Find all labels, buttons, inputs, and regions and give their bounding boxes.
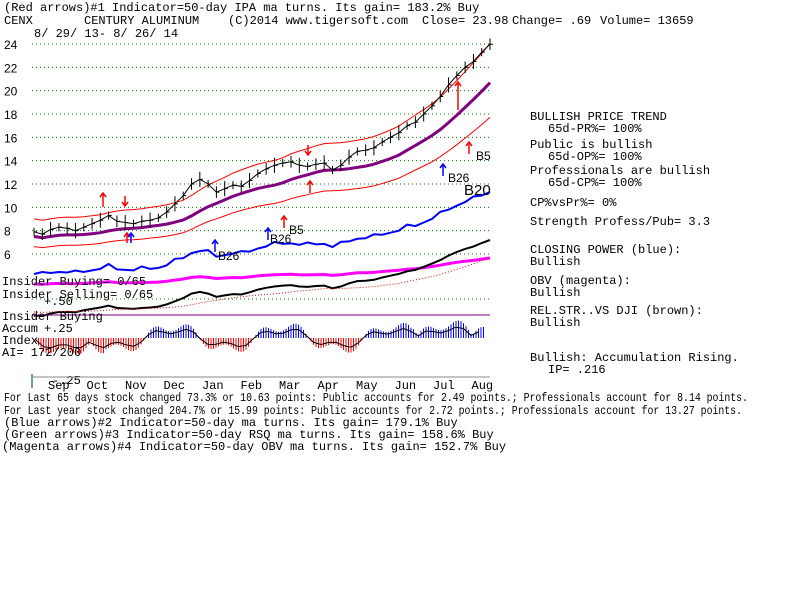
- footer-line-year: For Last year stock changed 204.7% or 15…: [4, 404, 742, 418]
- y-tick-label: 10: [4, 201, 18, 215]
- lower-band-line: [33, 117, 491, 249]
- moving-average-line: [33, 81, 492, 240]
- pr-pct: 65d-PR%= 100%: [548, 122, 642, 136]
- insider-buying: Insider Buying= 0/65: [2, 275, 146, 289]
- y-tick-label: 20: [4, 85, 18, 99]
- closing-power-value: Bullish: [530, 255, 580, 269]
- public-bullish: Public is bullish: [530, 138, 652, 152]
- footer-line-green: (Green arrows)#3 Indicator=50-day RSQ ma…: [4, 428, 494, 442]
- month-label: Aug: [472, 379, 494, 393]
- ticker: CENX: [4, 14, 33, 28]
- month-axis: Sep Oct Nov Dec Jan Feb Mar Apr May Jun Jul Aug: [31, 374, 494, 393]
- up-arrow: [306, 179, 314, 193]
- relstr-label: REL.STR..VS DJI (brown):: [530, 304, 703, 318]
- y-tick-label: 12: [4, 178, 18, 192]
- y-tick-label: 14: [4, 155, 18, 169]
- insider-selling: Insider Selling= 0/65: [2, 288, 153, 302]
- month-label: Mar: [279, 379, 301, 393]
- copyright: (C)2014 www.tigersoft.com: [228, 14, 408, 28]
- cp-pct: 65d-CP%= 100%: [548, 176, 642, 190]
- signal-arrows: [99, 80, 473, 252]
- index-label: Index: [2, 334, 38, 348]
- company-name: CENTURY ALUMINUM: [84, 14, 199, 28]
- up-arrow: [264, 226, 272, 240]
- up-arrow: [454, 80, 462, 110]
- y-tick-labels: 6 8 10 12 14 16 18 20 22 24: [4, 38, 18, 262]
- close-value: Close= 23.98: [422, 14, 508, 28]
- obv-line: [33, 256, 491, 286]
- accum-plus50-label: +.50: [44, 295, 73, 309]
- y-tick-label: 8: [4, 225, 11, 239]
- cp-vs-pr: CP%vsPr%= 0%: [530, 196, 617, 210]
- month-label: Nov: [125, 379, 147, 393]
- closing-power-line: [33, 191, 491, 275]
- up-arrow: [99, 191, 107, 207]
- accumulation-ma-line: [35, 326, 479, 349]
- annotation-b26: B26: [448, 171, 470, 185]
- y-tick-label: 6: [4, 248, 11, 262]
- y-tick-label: 16: [4, 131, 18, 145]
- month-label: Apr: [318, 379, 340, 393]
- bullish-price-trend: BULLISH PRICE TREND: [530, 110, 667, 124]
- footer-line-magenta: (Magenta arrows)#4 Indicator=50-day OBV …: [2, 440, 506, 454]
- closing-power-label: CLOSING POWER (blue):: [530, 243, 681, 257]
- obv-label: OBV (magenta):: [530, 274, 631, 288]
- footer-line-65days: For Last 65 days stock changed 73.3% or …: [4, 391, 748, 405]
- annotation-b20: B20: [464, 182, 491, 199]
- month-label: Sep: [48, 379, 70, 393]
- month-label: Jan: [202, 379, 224, 393]
- relative-strength-line: [33, 239, 491, 317]
- footer-line-blue: (Blue arrows)#2 Indicator=50-day ma turn…: [4, 416, 458, 430]
- up-arrow: [465, 140, 473, 154]
- down-arrow: [304, 145, 312, 157]
- obv-value: Bullish: [530, 286, 580, 300]
- change-value: Change= .69: [512, 14, 591, 28]
- date-range: 8/ 29/ 13- 8/ 26/ 14: [34, 27, 178, 41]
- insider-buying-label: Insider Buying: [2, 310, 103, 324]
- month-label: Dec: [164, 379, 186, 393]
- annotation-b26: B26: [270, 232, 292, 246]
- price-line: [33, 43, 491, 235]
- y-tick-label: 22: [4, 61, 18, 75]
- month-label: Feb: [241, 379, 263, 393]
- relstr-value: Bullish: [530, 316, 580, 330]
- y-tick-label: 18: [4, 108, 18, 122]
- month-label: Oct: [87, 379, 109, 393]
- price-grid: [32, 43, 490, 255]
- op-pct: 65d-OP%= 100%: [548, 150, 642, 164]
- month-label: Jun: [395, 379, 417, 393]
- accum-label: Accum: [2, 322, 38, 336]
- up-arrow: [439, 162, 447, 176]
- down-arrow: [121, 196, 129, 208]
- strength-ratio: Strength Profess/Pub= 3.3: [530, 215, 710, 229]
- month-label: May: [356, 379, 378, 393]
- accumulation-status: Bullish: Accumulation Rising.: [530, 351, 739, 365]
- relative-strength-ma-line: [33, 257, 491, 313]
- accum-plus25-label: +.25: [44, 322, 73, 336]
- annotation-b26: B26: [218, 249, 240, 263]
- indicator-line: (Red arrows)#1 Indicator=50-day IPA ma t…: [4, 1, 479, 15]
- annotation-b5: B5: [289, 223, 304, 237]
- up-arrow: [211, 238, 219, 252]
- ai-value: AI= 172/200: [2, 346, 81, 360]
- y-tick-label: 24: [4, 38, 18, 52]
- up-arrow: [280, 214, 288, 228]
- ip-value: IP= .216: [548, 363, 606, 377]
- up-arrow: [127, 231, 135, 243]
- month-label: Jul: [433, 379, 455, 393]
- annotation-b5: B5: [476, 149, 491, 163]
- accumulation-bars: [35, 320, 484, 355]
- upper-band-line: [33, 43, 491, 221]
- volume-value: Volume= 13659: [600, 14, 694, 28]
- professionals-bullish: Professionals are bullish: [530, 164, 710, 178]
